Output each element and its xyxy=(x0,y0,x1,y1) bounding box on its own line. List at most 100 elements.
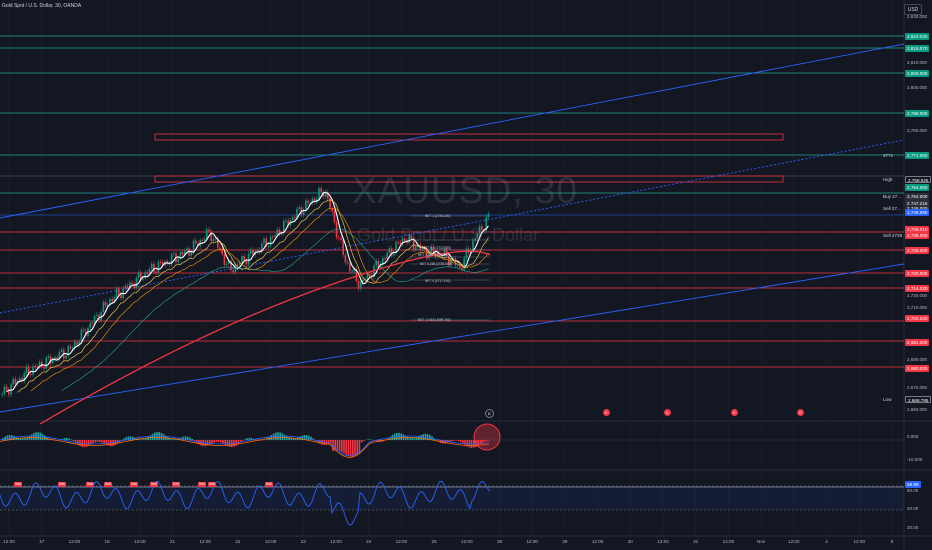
candle-body xyxy=(478,226,481,235)
candle-body xyxy=(118,288,120,295)
macd-bar xyxy=(99,440,101,443)
candle-body xyxy=(78,341,80,345)
price-level-pill: 2,747.215 xyxy=(905,200,930,207)
time-axis-label: 12:00 xyxy=(591,539,604,544)
macd-bar xyxy=(411,438,413,440)
candle-body xyxy=(45,357,47,369)
candle-body xyxy=(335,222,338,238)
macd-bar xyxy=(292,438,295,440)
price-level-pill: 2,666.795 xyxy=(905,396,932,403)
candle-body xyxy=(186,248,188,251)
macd-bar xyxy=(70,439,72,440)
candle-body xyxy=(397,241,399,243)
macd-bar xyxy=(429,434,431,440)
candle-body xyxy=(386,253,388,260)
sell-flag: Sell xyxy=(86,482,94,487)
macd-bar xyxy=(477,440,479,446)
candle-body xyxy=(360,281,362,289)
candle-body xyxy=(113,297,116,302)
event-marker: E xyxy=(603,409,610,416)
candle-body xyxy=(481,226,483,231)
candle-body xyxy=(219,247,221,251)
macd-bar xyxy=(389,436,391,440)
sell-flag: Sell xyxy=(172,482,180,487)
macd-bar xyxy=(347,440,350,456)
price-level-pill: 2,758.525 xyxy=(905,176,932,183)
macd-bar xyxy=(299,436,301,440)
macd-bar xyxy=(143,439,145,440)
macd-bar xyxy=(310,436,312,440)
macd-bar xyxy=(321,440,323,445)
sell-flag: Sell xyxy=(104,482,112,487)
time-axis-label: 12:00 xyxy=(134,539,146,544)
macd-bar xyxy=(94,440,97,443)
candle-body xyxy=(230,260,232,271)
candle-body xyxy=(388,248,391,254)
price-axis-label: 2,810.000 xyxy=(907,60,928,65)
macd-bar xyxy=(213,440,215,443)
sell-flag: Sell xyxy=(130,482,138,487)
macd-bar xyxy=(63,438,66,440)
candle-body xyxy=(225,263,228,265)
macd-bar xyxy=(303,435,306,440)
candle-body xyxy=(382,257,384,264)
symbol-title[interactable]: Gold Spot / U.S. Dollar, 30, OANDA xyxy=(2,3,82,9)
macd-bar xyxy=(66,437,68,440)
price-level-pill: 2,754.000 xyxy=(905,184,930,191)
candle-body xyxy=(318,188,320,199)
candle-body xyxy=(120,294,122,299)
price-axis-label: 2,670.000 xyxy=(907,385,928,390)
candle-body xyxy=(487,213,490,218)
price-level-pill: 2,746.580 xyxy=(905,209,930,216)
candle-body xyxy=(346,262,349,264)
time-axis-label: 12:00 xyxy=(395,539,408,544)
candle-body xyxy=(245,260,248,265)
candle-body xyxy=(450,259,452,266)
macd-bar xyxy=(290,438,292,440)
candle-body xyxy=(340,237,342,241)
time-axis-label: 5 xyxy=(890,539,894,544)
candle-body xyxy=(452,258,454,260)
candle-body xyxy=(179,252,182,259)
macd-bar xyxy=(187,436,189,440)
macd-bar xyxy=(382,440,385,442)
time-axis-label: 31 xyxy=(693,539,699,544)
time-axis-label: 25 xyxy=(431,539,437,544)
candle-body xyxy=(208,229,210,232)
price-level-pill: 2,788.000 xyxy=(905,110,930,117)
candle-body xyxy=(14,378,17,384)
macd-bar xyxy=(336,440,339,451)
macd-bar xyxy=(415,437,418,440)
candle-body xyxy=(223,254,226,265)
macd-bar xyxy=(178,438,180,440)
macd-bar xyxy=(479,440,482,445)
price-level-pill: 2,736.000 xyxy=(905,232,930,239)
candle-body xyxy=(454,258,457,266)
time-axis-label: 30 xyxy=(627,539,633,544)
candle-body xyxy=(353,268,355,272)
macd-bar xyxy=(455,440,457,441)
macd-bar xyxy=(266,438,268,440)
candle-body xyxy=(52,359,54,364)
candle-body xyxy=(206,229,208,239)
currency-button[interactable]: USD xyxy=(904,4,922,15)
candle-body xyxy=(430,246,432,255)
candle-body xyxy=(441,255,443,257)
ma-line-yellow xyxy=(17,199,489,393)
macd-bar xyxy=(140,439,143,440)
candle-body xyxy=(461,267,463,270)
macd-bar xyxy=(341,440,343,453)
macd-bar xyxy=(169,438,171,440)
candle-body xyxy=(93,315,96,324)
candle-body xyxy=(456,264,459,266)
candle-body xyxy=(201,240,204,242)
candle-body xyxy=(302,209,305,216)
candle-body xyxy=(111,298,113,302)
candle-body xyxy=(448,256,450,266)
macd-line xyxy=(0,435,490,457)
price-level-name: High xyxy=(883,177,893,182)
macd-bar xyxy=(413,437,416,440)
macd-bar xyxy=(305,435,308,440)
candle-body xyxy=(415,246,417,250)
